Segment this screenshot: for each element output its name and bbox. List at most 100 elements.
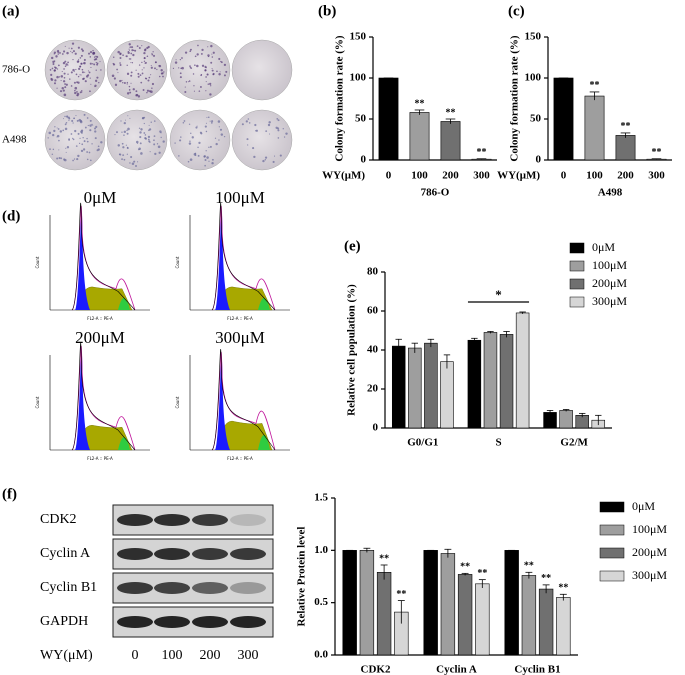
colony: [119, 64, 122, 67]
colony: [143, 132, 146, 134]
colony: [144, 134, 147, 136]
colony: [147, 79, 150, 82]
colony: [197, 44, 199, 47]
colony: [63, 72, 66, 75]
band: [230, 514, 266, 526]
colony: [148, 129, 150, 132]
colony: [267, 123, 271, 127]
colony: [61, 87, 64, 90]
colony: [78, 67, 81, 71]
colony: [174, 142, 176, 144]
colony: [65, 63, 68, 66]
band: [154, 548, 190, 560]
y-tick-label: 80: [367, 266, 379, 278]
colony: [135, 165, 137, 167]
colony: [276, 117, 279, 120]
y-tick-label: 60: [367, 305, 379, 317]
colony: [148, 76, 151, 79]
colony: [246, 138, 249, 141]
colony: [137, 142, 139, 144]
colony: [159, 130, 162, 133]
colony: [127, 115, 129, 117]
colony: [126, 153, 128, 155]
colony: [84, 80, 87, 83]
colony: [223, 63, 227, 67]
colony: [128, 43, 131, 46]
legend-swatch: [599, 570, 625, 582]
colony: [203, 155, 206, 158]
colony: [138, 64, 141, 66]
colony: [83, 62, 85, 64]
dose: 300: [238, 648, 259, 663]
colony: [76, 119, 79, 122]
colony: [125, 144, 127, 146]
colony: [210, 122, 213, 124]
colony: [92, 63, 94, 65]
colony: [145, 62, 147, 64]
colony: [73, 81, 76, 84]
colony: [53, 82, 57, 85]
significance: **: [460, 562, 470, 573]
colony: [204, 125, 207, 128]
legend-swatch: [569, 296, 585, 308]
colony: [65, 83, 68, 86]
colony: [80, 91, 83, 93]
significance: **: [477, 568, 487, 579]
colony: [69, 78, 71, 80]
colony: [140, 152, 143, 155]
y-tick-label: 150: [350, 31, 367, 43]
error-bar: [562, 409, 570, 412]
annotation: *: [495, 287, 502, 302]
colony: [179, 76, 182, 79]
y-tick-label: 150: [525, 31, 542, 43]
y-tick-label: 0.0: [314, 649, 328, 661]
colony: [65, 151, 67, 153]
colony: [156, 143, 159, 145]
colony: [154, 67, 156, 70]
colony: [148, 124, 150, 126]
colony: [51, 67, 54, 70]
legend-swatch: [599, 524, 625, 536]
colony: [152, 54, 156, 57]
colony: [73, 71, 75, 73]
colony: [130, 82, 132, 84]
flow-title: 300μM: [215, 328, 265, 347]
colony: [59, 51, 61, 54]
significance: **: [621, 121, 631, 132]
colony: [70, 71, 73, 74]
band: [192, 548, 228, 560]
colony: [223, 135, 226, 138]
bar: [423, 550, 438, 656]
colony: [210, 61, 213, 64]
colony: [196, 125, 198, 127]
colony: [193, 85, 195, 87]
flow-hist: [71, 342, 136, 451]
colony: [128, 89, 131, 91]
colony: [68, 139, 70, 141]
colony: [130, 62, 132, 64]
colony: [154, 152, 157, 156]
colony: [136, 45, 139, 47]
colony-plate: [231, 39, 293, 101]
colony: [143, 57, 146, 60]
colony: [62, 80, 66, 83]
error-bar: [476, 158, 487, 160]
colony: [88, 151, 91, 154]
colony: [131, 162, 135, 166]
colony: [65, 115, 69, 118]
x-tick-label: 300: [648, 170, 665, 182]
colony: [192, 73, 195, 75]
flow-x-label: FL2-A :: PE-A: [87, 456, 113, 461]
bar: [615, 135, 636, 161]
panel-label: (c): [508, 3, 525, 19]
colony: [60, 157, 63, 160]
colony: [196, 64, 199, 68]
x-tick-label: 300: [473, 170, 490, 182]
colony: [175, 59, 177, 61]
legend-swatch: [599, 501, 625, 513]
colony: [211, 56, 214, 58]
colony: [49, 69, 52, 71]
significance: **: [652, 147, 662, 158]
colony: [209, 145, 212, 148]
